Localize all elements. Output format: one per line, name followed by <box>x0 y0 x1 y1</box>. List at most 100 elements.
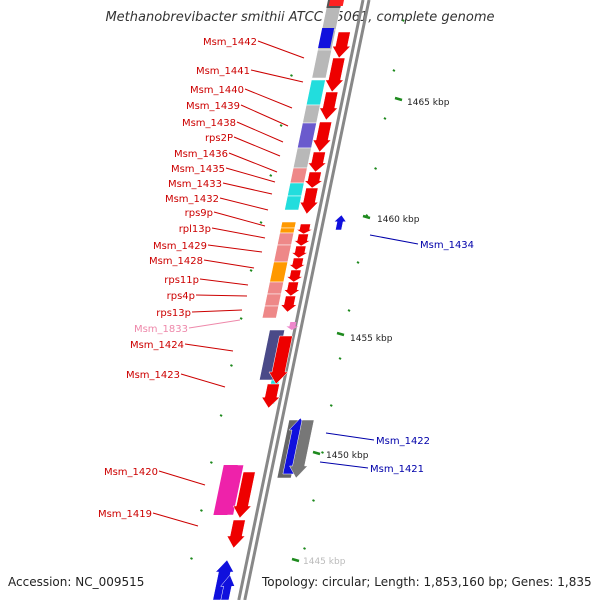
major-scale-tick <box>362 214 371 220</box>
leader-line <box>225 167 276 183</box>
cog-block <box>266 281 284 295</box>
leader-line <box>195 294 248 297</box>
forward-gene-arrow <box>293 233 312 247</box>
gene-label: Msm_1436 <box>174 149 228 160</box>
backbone-line-left <box>237 0 365 600</box>
gene-label: Msm_1433 <box>168 179 222 190</box>
scale-tick <box>249 269 253 272</box>
leader-line <box>240 104 289 127</box>
scale-tick <box>312 499 315 502</box>
leader-line <box>180 373 226 388</box>
forward-gene-arrow <box>288 257 307 271</box>
gene-label: Msm_1419 <box>98 509 152 520</box>
gene-label: rps11p <box>164 275 199 286</box>
scale-tick <box>338 357 342 360</box>
leader-line <box>191 309 243 313</box>
scale-tick <box>383 117 387 120</box>
forward-gene-arrow <box>283 281 301 297</box>
forward-gene-arrow <box>303 171 324 189</box>
gene-label: rps2P <box>205 133 233 144</box>
forward-gene-arrow <box>319 91 339 121</box>
major-scale-tick <box>336 331 345 337</box>
reverse-gene-arrow <box>333 214 347 231</box>
gene-label: Msm_1833 <box>134 324 188 335</box>
scale-label: 1460 kbp <box>377 215 420 225</box>
gene-arrows <box>212 31 352 600</box>
leader-line <box>184 343 234 352</box>
scale-tick <box>279 124 283 127</box>
scale-tick <box>374 167 378 170</box>
gene-label: rps9p <box>185 208 213 219</box>
gene-labels: Msm_1442 Msm_1441 Msm_1440 Msm_1439 Msm_1438… <box>98 37 474 520</box>
leader-line <box>325 432 375 441</box>
scale-tick <box>219 414 223 417</box>
cog-block <box>328 0 344 6</box>
scale-tick <box>199 509 203 512</box>
map-title: Methanobrevibacter smithii ATCC 35061, c… <box>105 10 495 25</box>
scale-tick <box>190 557 193 560</box>
leader-line <box>213 211 266 227</box>
gene-label: Msm_1434 <box>420 240 474 251</box>
cog-block <box>261 305 280 319</box>
leader-line <box>228 152 278 173</box>
scale-tick <box>321 451 324 454</box>
gene-arrow-dark <box>289 419 315 479</box>
scale-tick <box>347 309 351 312</box>
forward-gene-arrow <box>299 187 319 215</box>
scale-tick <box>392 69 396 72</box>
leader-line <box>236 121 284 143</box>
cog-block <box>279 227 296 234</box>
gene-label: Msm_1438 <box>182 118 236 129</box>
reverse-gene-arrow <box>220 574 236 600</box>
gene-label: Msm_1435 <box>171 164 225 175</box>
cog-block <box>213 465 238 515</box>
scale-label: 1455 kbp <box>350 334 393 344</box>
gene-label: Msm_1428 <box>149 256 203 267</box>
forward-gene-arrow <box>312 121 333 153</box>
leader-line <box>152 512 199 527</box>
scale-tick <box>259 221 263 224</box>
accession-text: Accession: NC_009515 <box>8 575 145 589</box>
forward-gene-arrow <box>268 335 293 385</box>
leader-line <box>244 88 293 109</box>
scale-tick <box>209 461 213 464</box>
forward-gene-arrow <box>280 295 298 313</box>
scale-tick <box>303 547 306 550</box>
leader-line <box>211 227 266 239</box>
scale-ticks <box>190 19 405 563</box>
forward-gene-arrow <box>325 57 346 93</box>
gene-label: Msm_1429 <box>153 241 207 252</box>
cog-block <box>269 261 289 283</box>
gene-label: rpl13p <box>179 224 211 235</box>
gene-label: Msm_1422 <box>376 436 430 447</box>
forward-gene-arrow <box>307 151 327 173</box>
leader-line <box>222 182 273 195</box>
scale-label: 1450 kbp <box>326 451 369 461</box>
scale-tick <box>269 174 273 177</box>
cog-block <box>311 49 333 79</box>
scale-tick <box>356 261 360 264</box>
forward-gene-arrow <box>286 269 304 283</box>
cog-block <box>284 195 302 211</box>
scale-tick <box>329 404 333 407</box>
cog-block <box>280 221 297 229</box>
leader-line <box>369 234 419 245</box>
cog-block <box>296 122 317 149</box>
major-scale-tick <box>312 450 321 456</box>
genome-backbone <box>237 0 371 600</box>
cog-block <box>264 293 282 307</box>
major-scale-tick <box>291 557 300 563</box>
gene-label: rps4p <box>167 291 195 302</box>
label-leader-lines <box>152 40 419 527</box>
leader-line <box>158 470 206 486</box>
cog-block <box>276 232 295 246</box>
leader-line <box>233 136 281 157</box>
cog-block <box>302 104 321 124</box>
leader-line <box>219 197 269 211</box>
scale-label: 1465 kbp <box>407 98 450 108</box>
gene-label: Msm_1423 <box>126 370 180 381</box>
major-scale-tick <box>394 96 403 102</box>
scale-tick <box>239 317 243 320</box>
scale-label: 1445 kbp <box>303 557 346 567</box>
